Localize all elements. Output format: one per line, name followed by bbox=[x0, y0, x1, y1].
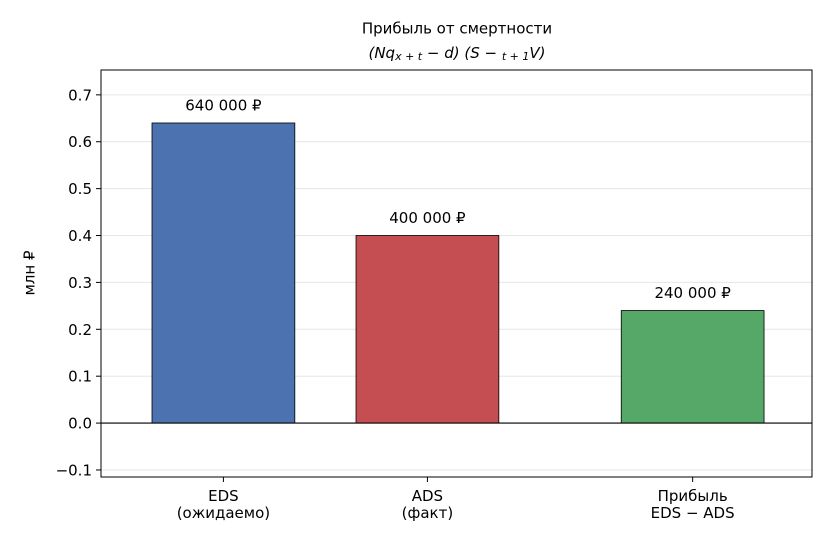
subtitle-subscript: x + t bbox=[394, 50, 423, 63]
y-tick-label: 0.6 bbox=[68, 133, 92, 151]
plot-area: −0.1 0.0 0.1 0.2 0.3 0.4 0.5 0.6 0.7 640 000 ₽ EDS… bbox=[56, 86, 812, 522]
chart-subtitle: (Nqx + t − d) (S − t + 1V) bbox=[368, 44, 545, 64]
subtitle-subscript: t + 1 bbox=[502, 50, 530, 63]
bar bbox=[151, 122, 296, 424]
plot-frame bbox=[100, 69, 813, 478]
subtitle-part: (Nq bbox=[368, 44, 395, 62]
bar bbox=[620, 310, 765, 424]
chart-title: Прибыль от смертности bbox=[362, 20, 552, 38]
x-tick-label: Прибыль EDS − ADS bbox=[651, 487, 735, 522]
y-tick-label: 0.4 bbox=[68, 227, 92, 245]
y-tick-label: 0.5 bbox=[68, 180, 92, 198]
x-tick-label: EDS (ожидаемо) bbox=[177, 487, 270, 522]
subtitle-part: − d) (S − bbox=[422, 44, 502, 62]
y-axis-label: млн ₽ bbox=[21, 250, 39, 295]
y-tick-label: 0.2 bbox=[68, 321, 92, 339]
y-tick-label: 0.1 bbox=[68, 368, 92, 386]
x-tick-label: ADS (факт) bbox=[402, 487, 454, 522]
bar bbox=[355, 235, 500, 424]
subtitle-part: V) bbox=[529, 44, 545, 62]
y-tick-label: 0.0 bbox=[68, 415, 92, 433]
value-label: 400 000 ₽ bbox=[389, 209, 466, 227]
y-tick-label: 0.7 bbox=[68, 86, 92, 104]
value-label: 640 000 ₽ bbox=[185, 96, 262, 114]
y-tick-label: −0.1 bbox=[56, 461, 92, 479]
y-tick-label: 0.3 bbox=[68, 274, 92, 292]
value-label: 240 000 ₽ bbox=[654, 284, 731, 302]
